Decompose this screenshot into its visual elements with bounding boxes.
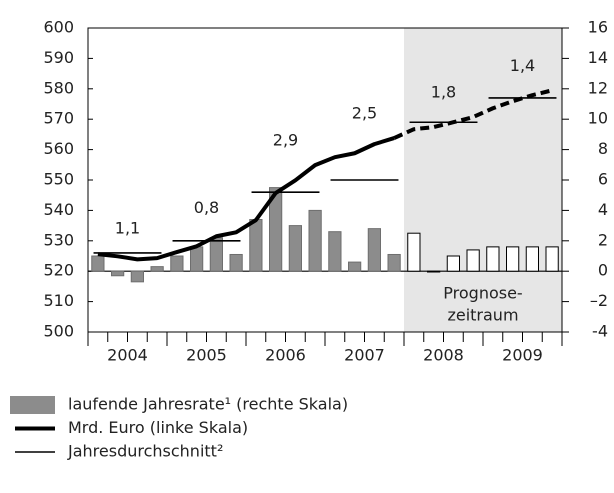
average-label: 0,8 bbox=[194, 198, 219, 217]
y2-tick-label: 16 bbox=[588, 18, 608, 37]
average-label: 2,9 bbox=[273, 131, 298, 150]
bar bbox=[446, 255, 460, 272]
bar bbox=[130, 270, 144, 283]
x-tick-label: 2004 bbox=[107, 346, 148, 365]
y-tick-label: 580 bbox=[43, 78, 74, 97]
x-tick-label: 2009 bbox=[502, 346, 543, 365]
y-tick-label: 560 bbox=[43, 139, 74, 158]
bar bbox=[525, 246, 539, 272]
bar bbox=[506, 246, 520, 272]
y2-tick-label: 8 bbox=[598, 139, 608, 158]
x-tick-label: 2008 bbox=[423, 346, 464, 365]
x-tick-label: 2007 bbox=[344, 346, 385, 365]
y2-tick-label: 14 bbox=[588, 48, 608, 67]
bar bbox=[209, 237, 223, 272]
average-label: 1,1 bbox=[115, 218, 140, 237]
x-tick-label: 2006 bbox=[265, 346, 306, 365]
legend-swatch bbox=[10, 396, 55, 414]
y-tick-label: 600 bbox=[43, 18, 74, 37]
line bbox=[393, 88, 553, 140]
bar bbox=[545, 246, 559, 272]
y-tick-label: 530 bbox=[43, 230, 74, 249]
y-tick-label: 590 bbox=[43, 48, 74, 67]
bar bbox=[308, 209, 322, 272]
shade-label: zeitraum bbox=[447, 306, 518, 325]
bar bbox=[229, 253, 243, 272]
bar bbox=[486, 246, 500, 272]
y2-tick-label: –2 bbox=[590, 291, 608, 310]
y-tick-label: 500 bbox=[43, 322, 74, 341]
x-tick-label: 2005 bbox=[186, 346, 227, 365]
legend-label: Mrd. Euro (linke Skala) bbox=[68, 418, 248, 437]
bar bbox=[111, 270, 125, 277]
y2-tick-label: 10 bbox=[588, 109, 608, 128]
legend-label: Jahresdurchschnitt² bbox=[67, 442, 223, 461]
bar bbox=[367, 228, 381, 272]
y-tick-label: 550 bbox=[43, 170, 74, 189]
bar bbox=[190, 246, 204, 272]
average-label: 1,8 bbox=[431, 83, 456, 102]
bar bbox=[249, 219, 263, 272]
line bbox=[97, 136, 395, 262]
bar bbox=[466, 249, 480, 272]
bar bbox=[269, 187, 283, 272]
y-tick-label: 520 bbox=[43, 261, 74, 280]
bar bbox=[170, 255, 184, 272]
average-label: 2,5 bbox=[352, 104, 377, 123]
bar bbox=[348, 261, 362, 272]
y2-tick-label: 4 bbox=[598, 200, 608, 219]
bar bbox=[288, 225, 302, 272]
bar bbox=[407, 232, 421, 272]
y2-tick-label: 12 bbox=[588, 78, 608, 97]
bar bbox=[387, 253, 401, 272]
bar bbox=[427, 270, 441, 273]
average-label: 1,4 bbox=[510, 56, 535, 75]
y2-tick-label: 0 bbox=[598, 261, 608, 280]
bar bbox=[150, 266, 164, 272]
y2-tick-label: -4 bbox=[592, 322, 608, 341]
bar bbox=[328, 231, 342, 272]
y2-tick-label: 6 bbox=[598, 170, 608, 189]
y2-tick-label: 2 bbox=[598, 230, 608, 249]
shade-label: Prognose- bbox=[443, 284, 522, 303]
y-tick-label: 510 bbox=[43, 291, 74, 310]
y-tick-label: 570 bbox=[43, 109, 74, 128]
y-tick-label: 540 bbox=[43, 200, 74, 219]
forecast-shade bbox=[404, 28, 562, 332]
bar bbox=[91, 255, 105, 272]
legend-label: laufende Jahresrate¹ (rechte Skala) bbox=[68, 395, 348, 414]
